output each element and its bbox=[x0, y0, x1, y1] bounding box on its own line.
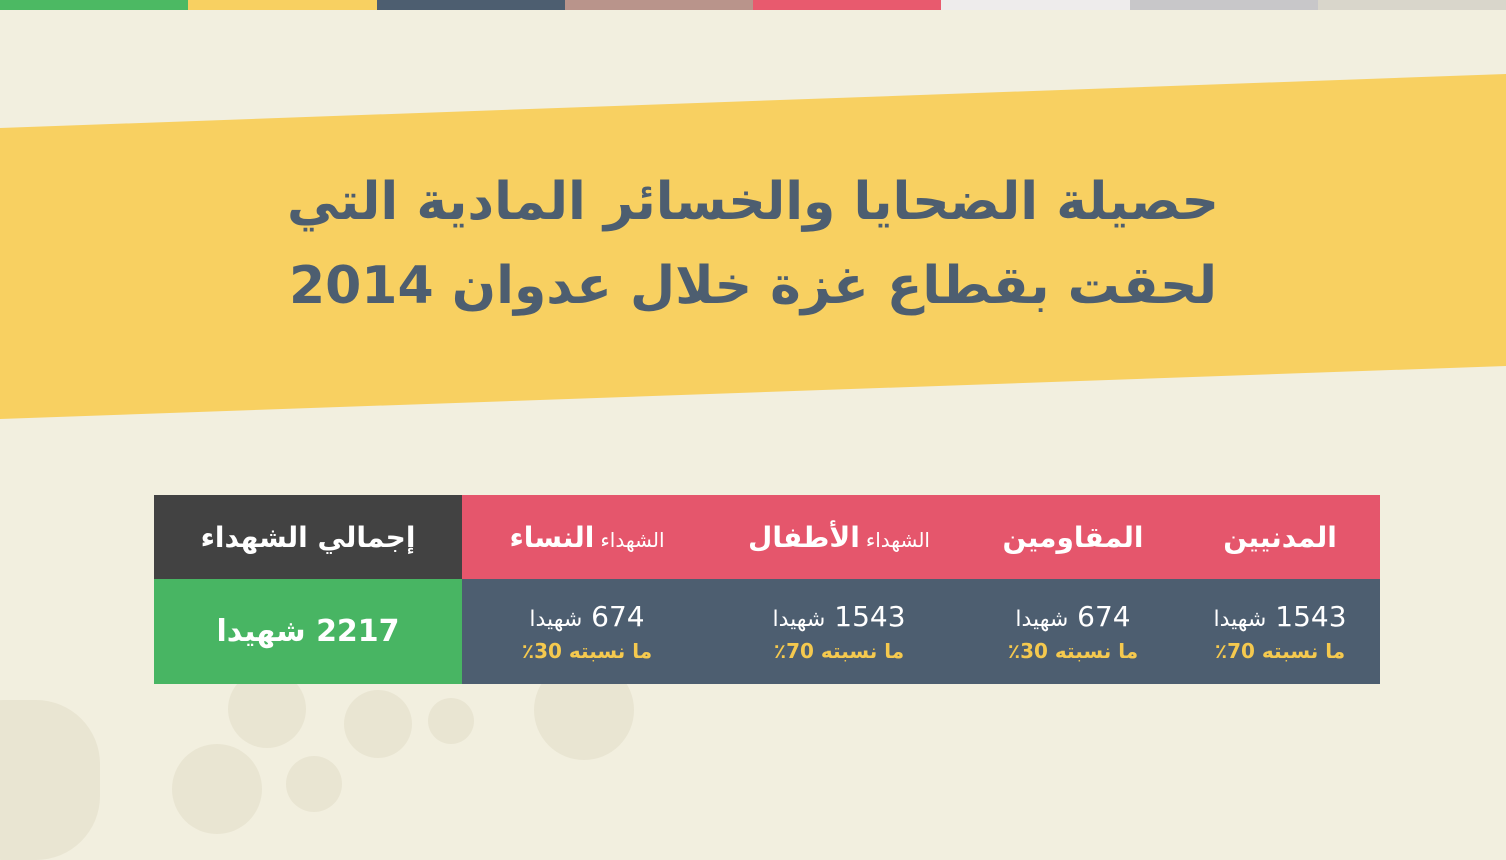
decorative-circle bbox=[172, 744, 262, 834]
stripe-segment bbox=[188, 0, 377, 10]
unit: شهيدا bbox=[1015, 607, 1069, 632]
cell-women: 674 شهيدا ما نسبته 30٪ bbox=[462, 579, 712, 684]
title-line-2: لحقت بقطاع غزة خلال عدوان 2014 bbox=[288, 256, 1218, 316]
martyrs-table: إجمالي الشهداء الشهداءالنساء الشهداءالأط… bbox=[154, 495, 1380, 684]
header-women: الشهداءالنساء bbox=[462, 495, 712, 579]
stripe-segment bbox=[564, 0, 753, 10]
cell-civilians: 1543 شهيدا ما نسبته 70٪ bbox=[1180, 579, 1380, 684]
decorative-shape bbox=[0, 700, 100, 860]
unit: شهيدا bbox=[772, 607, 826, 632]
color-stripe bbox=[0, 0, 1506, 10]
percent: ما نسبته 70٪ bbox=[773, 639, 905, 663]
decorative-circle bbox=[344, 690, 412, 758]
total-count: 2217 شهيدا bbox=[216, 614, 400, 649]
header-label: الأطفال bbox=[748, 520, 860, 554]
stripe-segment bbox=[1129, 0, 1318, 10]
header-prefix: الشهداء bbox=[865, 527, 930, 552]
title-banner bbox=[0, 74, 1506, 419]
stripe-segment bbox=[1317, 0, 1506, 10]
title-line-1: حصيلة الضحايا والخسائر المادية التي bbox=[287, 172, 1219, 232]
header-total: إجمالي الشهداء bbox=[154, 495, 462, 579]
cell-children: 1543 شهيدا ما نسبته 70٪ bbox=[712, 579, 966, 684]
stripe-segment bbox=[753, 0, 942, 10]
stripe-segment bbox=[941, 0, 1130, 10]
count: 1543 bbox=[834, 600, 906, 633]
header-civilians: المدنيين bbox=[1180, 495, 1380, 579]
decorative-circle bbox=[286, 756, 342, 812]
stripe-segment bbox=[0, 0, 189, 10]
percent: ما نسبته 30٪ bbox=[1007, 639, 1139, 663]
unit: شهيدا bbox=[529, 607, 583, 632]
page-title: حصيلة الضحايا والخسائر المادية التي لحقت… bbox=[0, 160, 1506, 328]
header-label: المدنيين bbox=[1223, 520, 1337, 554]
unit: شهيدا bbox=[1213, 607, 1267, 632]
header-prefix: الشهداء bbox=[600, 527, 665, 552]
total-value: 2217 شهيدا bbox=[154, 579, 462, 684]
header-label: النساء bbox=[509, 520, 595, 554]
header-children: الشهداءالأطفال bbox=[712, 495, 966, 579]
count: 674 bbox=[591, 600, 645, 633]
decorative-circle bbox=[428, 698, 474, 744]
count: 674 bbox=[1077, 600, 1131, 633]
header-label: المقاومين bbox=[1002, 520, 1144, 554]
percent: ما نسبته 30٪ bbox=[521, 639, 653, 663]
percent: ما نسبته 70٪ bbox=[1214, 639, 1346, 663]
count: 1543 bbox=[1275, 600, 1347, 633]
header-label: إجمالي الشهداء bbox=[200, 520, 416, 554]
cell-fighters: 674 شهيدا ما نسبته 30٪ bbox=[966, 579, 1180, 684]
header-fighters: المقاومين bbox=[966, 495, 1180, 579]
stripe-segment bbox=[376, 0, 565, 10]
